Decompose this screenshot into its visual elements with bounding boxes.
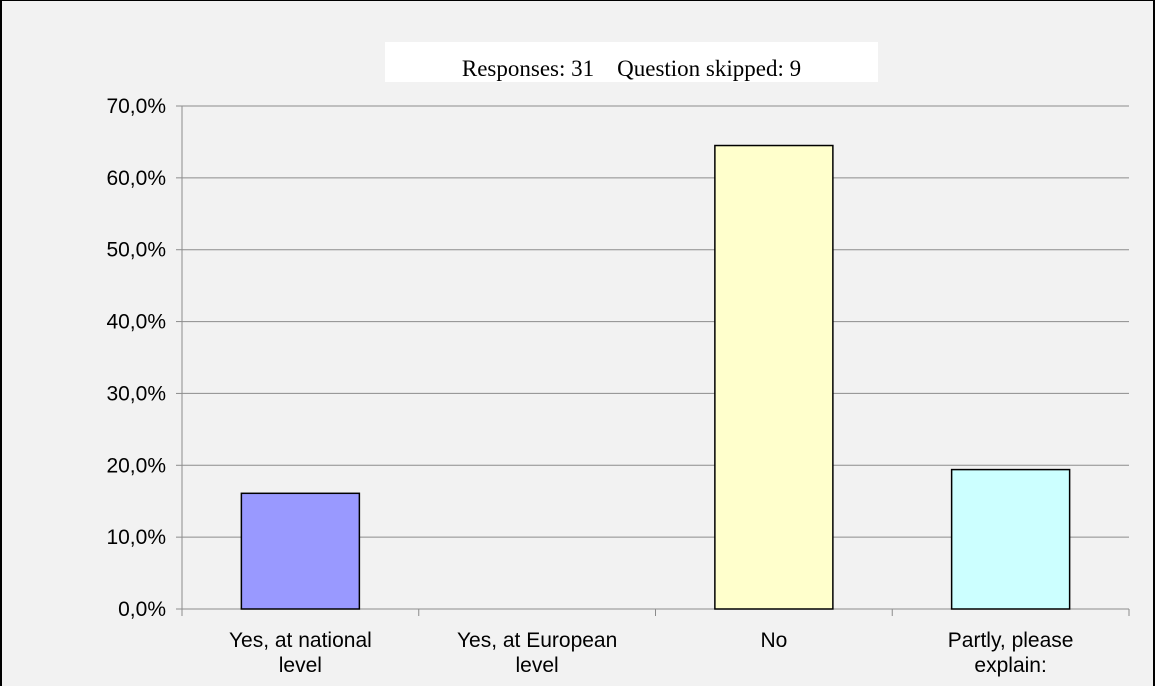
y-tick-label: 0,0% xyxy=(118,598,166,621)
bar xyxy=(714,144,834,610)
x-tick-label: No xyxy=(760,629,787,652)
response-summary: Responses: 31 Question skipped: 9 xyxy=(385,42,878,82)
bar xyxy=(240,492,361,610)
y-tick-label: 20,0% xyxy=(106,454,166,477)
x-tick-label: Partly, please explain: xyxy=(948,629,1074,677)
bar xyxy=(950,468,1071,610)
y-tick-label: 50,0% xyxy=(106,239,166,262)
y-tick-label: 70,0% xyxy=(106,95,166,118)
x-tick-label: Yes, at national level xyxy=(229,629,372,677)
y-tick-label: 10,0% xyxy=(106,526,166,549)
y-tick-label: 60,0% xyxy=(106,167,166,190)
x-tick-label: Yes, at European level xyxy=(457,629,617,677)
y-tick-label: 30,0% xyxy=(106,382,166,405)
y-tick-label: 40,0% xyxy=(106,311,166,334)
